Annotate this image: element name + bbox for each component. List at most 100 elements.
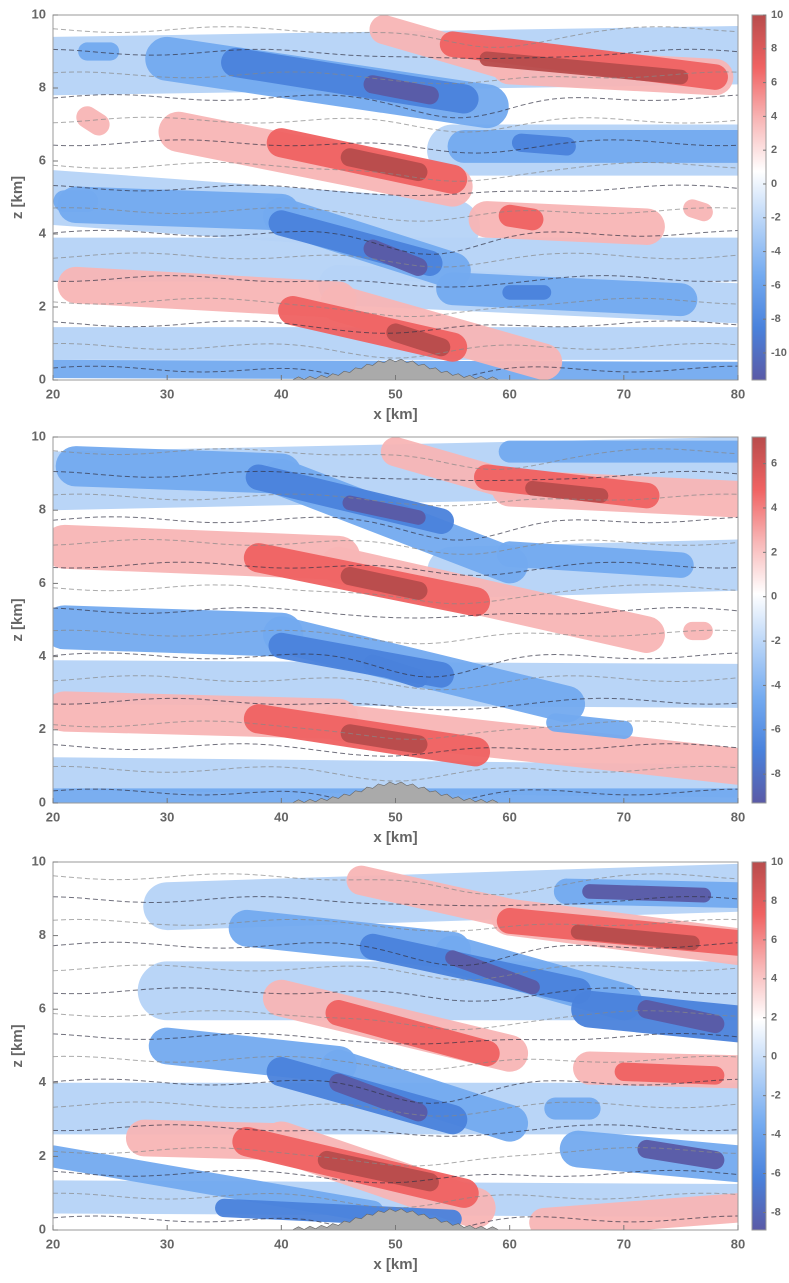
y-tick-label: 2 xyxy=(39,721,46,736)
isentrope xyxy=(53,252,738,268)
isentrope xyxy=(53,94,738,119)
isentrope xyxy=(53,184,738,196)
contour-band xyxy=(320,1049,529,1142)
contour-band xyxy=(329,1073,428,1122)
x-axis-label: x [km] xyxy=(373,829,417,846)
isentrope xyxy=(53,896,738,907)
x-tick-label: 60 xyxy=(502,386,516,401)
colorbar xyxy=(751,861,767,1231)
y-tick-label: 2 xyxy=(39,298,46,313)
mountain xyxy=(281,358,510,380)
contour-band xyxy=(525,480,609,503)
isentrope xyxy=(53,26,738,48)
contour-band xyxy=(479,51,689,85)
isentrope xyxy=(53,918,738,932)
colorbar-tick-label: -2 xyxy=(771,1090,781,1102)
contour-band xyxy=(76,106,110,136)
x-tick-label: 80 xyxy=(731,1236,745,1251)
contour-band xyxy=(346,865,525,929)
x-tick-label: 70 xyxy=(617,386,631,401)
y-tick-label: 10 xyxy=(32,428,46,443)
isentrope xyxy=(53,1215,738,1230)
colorbar-tick-label: 0 xyxy=(771,178,777,190)
contour-band xyxy=(498,204,544,231)
x-tick-label: 40 xyxy=(274,1236,288,1251)
isentrope xyxy=(53,964,738,981)
contour-band xyxy=(53,605,304,657)
x-tick-label: 30 xyxy=(160,809,174,824)
x-tick-label: 80 xyxy=(731,386,745,401)
contour-band xyxy=(340,724,428,754)
isentrope xyxy=(53,1124,738,1137)
isentrope xyxy=(53,765,738,782)
colorbar-tick-label: 2 xyxy=(771,546,777,558)
contour-band xyxy=(570,924,700,951)
isentrope xyxy=(53,71,738,85)
y-tick-label: 4 xyxy=(39,225,47,240)
plot-area xyxy=(53,437,738,803)
contour-band xyxy=(363,654,428,688)
isentrope xyxy=(53,116,738,133)
isentrope xyxy=(53,1032,738,1045)
y-axis-label: z [km] xyxy=(9,598,26,641)
isentrope xyxy=(53,561,738,577)
x-tick-label: 80 xyxy=(731,809,745,824)
isentrope xyxy=(53,1169,738,1184)
isentrope xyxy=(53,720,738,740)
y-tick-label: 10 xyxy=(32,853,46,868)
isentrope xyxy=(53,342,738,359)
isentrope xyxy=(53,1078,738,1104)
isentrope xyxy=(53,1101,738,1117)
contour-band xyxy=(546,713,633,739)
isentrope xyxy=(53,275,738,288)
colorbar-tick-label: 6 xyxy=(771,934,777,946)
isentrope xyxy=(53,697,738,711)
colorbar-tick-label: -6 xyxy=(771,724,781,736)
plot-area xyxy=(53,862,738,1230)
plot-area xyxy=(53,15,738,380)
mountain xyxy=(281,781,510,803)
contour-band xyxy=(529,1193,738,1230)
x-tick-label: 20 xyxy=(46,386,60,401)
contour-band xyxy=(614,1062,725,1085)
isentrope xyxy=(53,788,738,803)
contour-band xyxy=(363,239,428,276)
y-tick-label: 4 xyxy=(39,648,47,663)
isentrope xyxy=(53,48,738,60)
colorbar-tick-label: 8 xyxy=(771,895,777,907)
contour-band xyxy=(637,1000,725,1034)
x-tick-label: 60 xyxy=(502,1236,516,1251)
colorbar-tick-label: -6 xyxy=(771,279,781,291)
x-tick-label: 70 xyxy=(617,1236,631,1251)
x-tick-label: 50 xyxy=(388,1236,402,1251)
contour-band xyxy=(148,1027,357,1083)
isentrope xyxy=(53,743,738,757)
isentrope xyxy=(53,941,738,967)
y-axis-label: z [km] xyxy=(9,1024,26,1067)
isentrope xyxy=(53,470,738,482)
isentrope xyxy=(53,493,738,507)
colorbar-tick-label: -4 xyxy=(771,1128,782,1140)
x-tick-label: 30 xyxy=(160,386,174,401)
colorbar-tick-label: -8 xyxy=(771,313,781,325)
isentrope xyxy=(53,229,738,255)
colorbar-tick-label: 8 xyxy=(771,43,777,55)
x-tick-label: 20 xyxy=(46,809,60,824)
colorbar-tick-label: 2 xyxy=(771,144,777,156)
mountain xyxy=(281,1208,510,1230)
x-tick-label: 60 xyxy=(502,809,516,824)
colorbar-tick-label: 4 xyxy=(771,110,778,122)
isentrope xyxy=(53,1010,738,1031)
y-tick-label: 0 xyxy=(39,794,46,809)
contour-band xyxy=(511,133,576,156)
isentrope xyxy=(53,448,738,471)
isentrope xyxy=(53,987,738,1002)
isentrope xyxy=(53,538,738,555)
x-tick-label: 40 xyxy=(274,386,288,401)
colorbar-tick-label: -6 xyxy=(771,1167,781,1179)
isentrope xyxy=(53,297,738,317)
y-tick-label: 6 xyxy=(39,1001,46,1016)
colorbar xyxy=(751,14,767,381)
colorbar-tick-label: -2 xyxy=(771,635,781,647)
